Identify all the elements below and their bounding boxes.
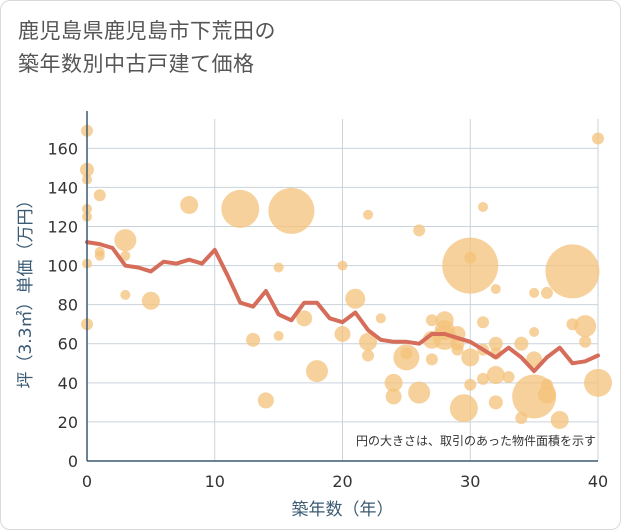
y-tick-label: 160 xyxy=(47,139,78,158)
bubble-point xyxy=(120,250,131,261)
bubble-point xyxy=(477,372,490,385)
bubble-point xyxy=(545,244,600,299)
bubble-point xyxy=(375,313,386,324)
average-price-line xyxy=(85,240,600,374)
bubble-point xyxy=(359,332,378,351)
x-tick-label: 30 xyxy=(460,472,480,491)
bubble-point xyxy=(425,314,438,327)
bubble-point xyxy=(584,368,612,397)
bubble-point xyxy=(363,209,374,220)
bubble-point xyxy=(257,392,274,409)
chart-title-line-2: 築年数別中古戸建て価格 xyxy=(18,52,255,76)
y-tick-label: 80 xyxy=(58,296,78,315)
y-tick-label: 40 xyxy=(58,374,78,393)
bubble-point xyxy=(180,195,199,214)
bubble-point xyxy=(413,224,426,237)
bubble-point xyxy=(273,330,284,341)
bubble-point xyxy=(529,287,540,298)
bubble-point xyxy=(486,366,505,385)
grid-lines xyxy=(87,119,599,461)
bubble-point xyxy=(94,250,105,261)
y-axis-title: 坪（3.3㎡）単価（万円） xyxy=(16,191,36,388)
bubble-point xyxy=(464,251,477,264)
bubble-point xyxy=(425,353,438,366)
y-tick-label: 120 xyxy=(47,217,78,236)
bubble-point xyxy=(408,381,431,404)
bubble-point xyxy=(461,348,480,367)
x-tick-label: 10 xyxy=(205,472,225,491)
x-tick-label: 0 xyxy=(82,472,92,491)
bubble-point xyxy=(141,291,160,310)
average-line-series xyxy=(85,240,600,374)
bubble-point xyxy=(592,132,604,145)
bubble-point xyxy=(384,373,403,392)
bubble-point xyxy=(442,237,499,294)
y-tick-label: 0 xyxy=(68,452,78,471)
bubble-point xyxy=(296,310,313,327)
bubble-point xyxy=(464,378,477,391)
bubble-point xyxy=(273,262,284,273)
bubble-point xyxy=(579,335,592,348)
bubble-point xyxy=(120,289,131,300)
bubble-point xyxy=(490,284,501,295)
bubble-point xyxy=(502,370,515,383)
bubble-series xyxy=(80,124,612,429)
bubble-point xyxy=(246,332,261,347)
y-tick-label: 140 xyxy=(47,178,78,197)
bubble-point xyxy=(514,336,529,351)
bubble-point xyxy=(574,315,597,338)
x-axis-title: 築年数（年） xyxy=(292,500,394,520)
bubble-point xyxy=(93,189,106,202)
chart-title: 鹿児島県鹿児島市下荒田の 築年数別中古戸建て価格 xyxy=(18,15,276,81)
bubble-point xyxy=(345,288,366,309)
bubble-point xyxy=(478,201,489,212)
x-tick-label: 20 xyxy=(332,472,352,491)
bubble-point xyxy=(451,343,464,356)
bubble-point xyxy=(540,286,553,299)
bubble-point xyxy=(550,410,569,429)
bubble-point xyxy=(449,394,478,423)
y-tick-label: 100 xyxy=(47,257,78,276)
bubble-size-note: 円の大きさは、取引のあった物件面積を示す xyxy=(356,433,596,448)
bubble-point xyxy=(305,360,328,383)
bubble-point xyxy=(393,344,420,371)
chart-title-line-1: 鹿児島県鹿児島市下荒田の xyxy=(18,19,276,43)
y-tick-label: 20 xyxy=(58,413,78,432)
bubble-point xyxy=(221,189,260,228)
bubble-point xyxy=(114,229,137,252)
bubble-point xyxy=(385,388,402,405)
bubble-point xyxy=(268,187,315,234)
bubble-point xyxy=(526,351,543,368)
bubble-point xyxy=(529,327,540,338)
y-tick-label: 60 xyxy=(58,335,78,354)
bubble-point xyxy=(334,325,351,342)
bubble-point xyxy=(488,336,503,351)
bubble-point xyxy=(537,385,556,404)
bubble-point xyxy=(488,395,503,410)
bubble-point xyxy=(362,349,375,362)
x-tick-label: 40 xyxy=(588,472,608,491)
bubble-point xyxy=(477,316,490,329)
bubble-point xyxy=(337,260,348,271)
axes: 0 20 40 60 80 100 120 140 160 0 10 20 30 40 xyxy=(47,111,608,491)
